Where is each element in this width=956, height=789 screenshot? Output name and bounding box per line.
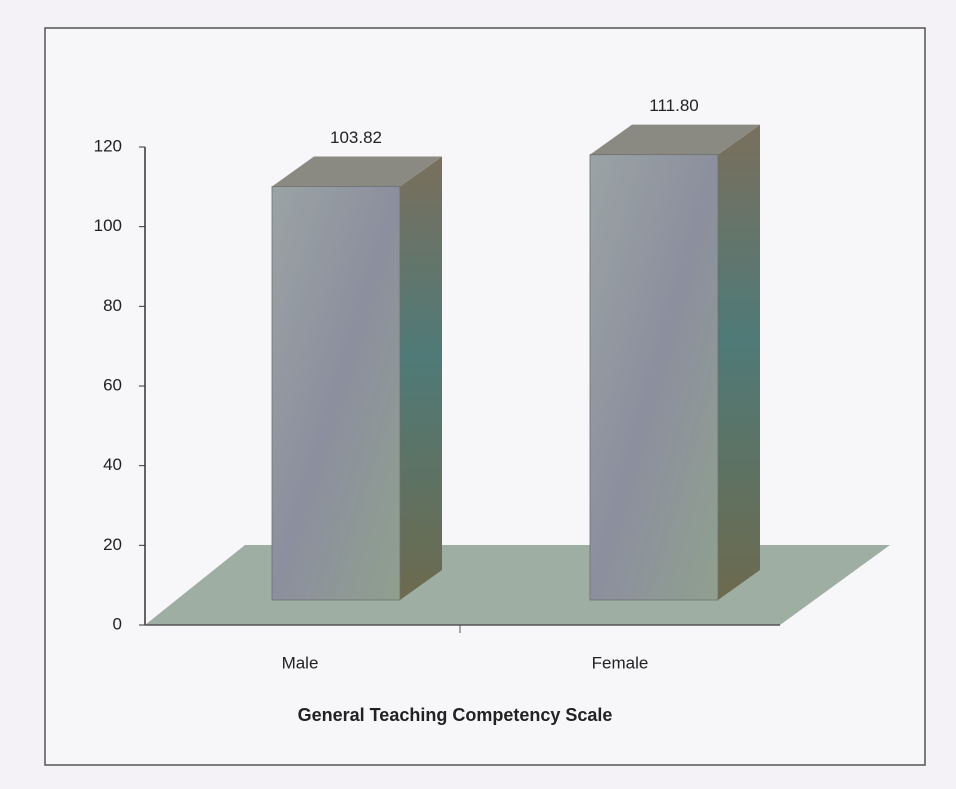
- x-tick-label: Female: [592, 653, 649, 672]
- bar-top: [272, 156, 442, 187]
- bar-side: [400, 156, 442, 601]
- y-tick-label: 0: [113, 614, 122, 633]
- y-tick-label: 120: [94, 136, 122, 155]
- bar: [589, 154, 719, 601]
- x-tick-label: Male: [282, 653, 319, 672]
- y-tick-label: 40: [103, 455, 122, 474]
- bar-side: [718, 124, 760, 600]
- floor: [145, 545, 890, 625]
- y-tick-label: 60: [103, 375, 122, 394]
- bar-top: [590, 124, 760, 155]
- y-tick-label: 80: [103, 296, 122, 315]
- bar: [271, 186, 401, 601]
- x-axis-label: General Teaching Competency Scale: [298, 705, 613, 725]
- value-label: 111.80: [649, 96, 698, 115]
- y-tick-label: 20: [103, 535, 122, 554]
- chart-frame: [44, 27, 926, 766]
- y-tick-label: 100: [94, 216, 122, 235]
- value-label: 103.82: [330, 128, 382, 147]
